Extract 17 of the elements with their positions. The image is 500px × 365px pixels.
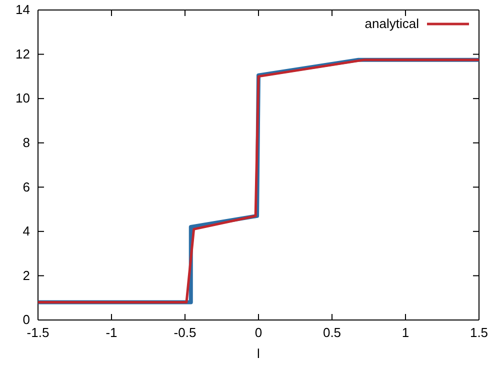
y-tick-label: 8	[22, 135, 30, 150]
x-tick-label: 1	[402, 325, 410, 340]
x-tick-label: 0.5	[322, 325, 342, 340]
x-axis-title: l	[257, 346, 260, 361]
x-tick-label: 0	[254, 325, 262, 340]
x-tick-label: 1.5	[470, 325, 488, 340]
legend-label: analytical	[364, 16, 420, 31]
y-tick-label: 0	[22, 312, 30, 328]
y-tick-label: 12	[16, 46, 30, 62]
y-tick-label: 6	[22, 179, 30, 194]
y-tick-label: 10	[16, 90, 30, 106]
x-tick-label: -1.5	[26, 325, 50, 340]
x-tick-label: -0.5	[174, 325, 196, 340]
x-tick-label: -1	[106, 325, 118, 340]
y-tick-label: 2	[22, 268, 30, 283]
y-tick-label: 14	[16, 2, 30, 18]
y-tick-label: 4	[22, 224, 30, 239]
